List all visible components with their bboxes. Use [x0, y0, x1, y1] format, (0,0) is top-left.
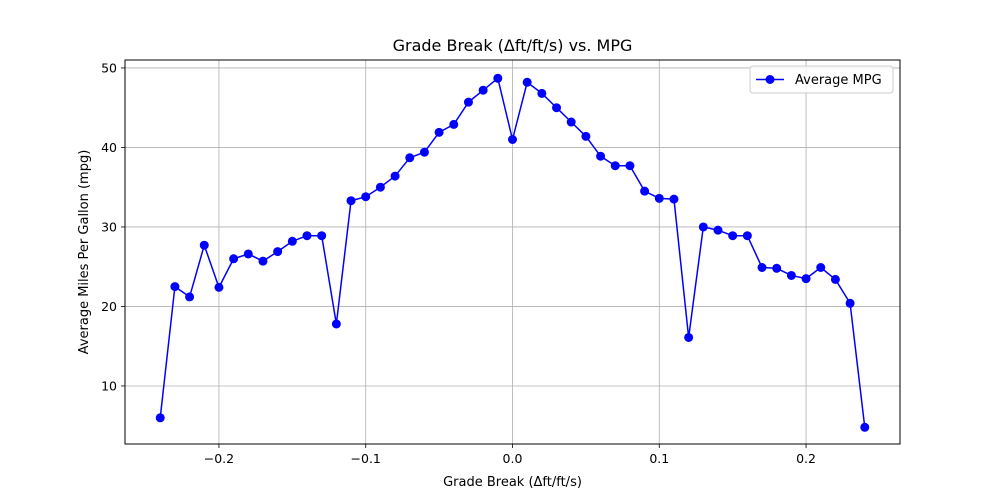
- data-point: [610, 161, 620, 171]
- data-point: [478, 85, 488, 95]
- data-point: [463, 97, 473, 107]
- data-point: [273, 247, 283, 257]
- data-point: [331, 319, 341, 329]
- y-tick-label: 10: [101, 378, 117, 393]
- data-point: [801, 274, 811, 284]
- data-point: [199, 240, 209, 250]
- data-point: [816, 263, 826, 273]
- data-point: [713, 225, 723, 235]
- y-tick-label: 50: [101, 60, 117, 75]
- x-tick-label: 0.2: [796, 451, 816, 466]
- data-point: [684, 332, 694, 342]
- data-point: [243, 249, 253, 259]
- data-point: [625, 161, 635, 171]
- data-point: [258, 256, 268, 266]
- data-point: [434, 127, 444, 137]
- x-tick-label: 0.0: [503, 451, 523, 466]
- data-point: [346, 196, 356, 206]
- data-point: [742, 231, 752, 241]
- data-point: [860, 422, 870, 432]
- data-point: [552, 103, 562, 113]
- y-tick-label: 30: [101, 219, 117, 234]
- plot-area-frame: [124, 59, 901, 445]
- legend-box: [749, 65, 894, 94]
- data-point: [640, 186, 650, 196]
- data-point: [317, 231, 327, 241]
- chart-title: Grade Break (Δft/ft/s) vs. MPG: [393, 36, 633, 55]
- y-tick-label: 20: [101, 299, 117, 314]
- x-axis-label: Grade Break (Δft/ft/s): [443, 475, 582, 490]
- data-point: [229, 254, 239, 264]
- x-tick-label: −0.2: [204, 451, 234, 466]
- data-point: [185, 292, 195, 302]
- data-point: [522, 77, 532, 87]
- data-point: [449, 119, 459, 129]
- data-point: [361, 192, 371, 202]
- data-point: [566, 117, 576, 127]
- data-point: [830, 274, 840, 284]
- data-point: [375, 182, 385, 192]
- x-tick-label: 0.1: [649, 451, 669, 466]
- axis-ticks: −0.2 −0.1 0.0 0.1 0.2 10 20 30 40 50: [101, 60, 816, 466]
- data-point: [419, 147, 429, 157]
- data-point: [845, 298, 855, 308]
- data-point: [596, 151, 606, 161]
- data-point: [728, 231, 738, 241]
- series-average-mpg: [155, 73, 870, 432]
- data-point: [302, 231, 312, 241]
- data-point: [170, 282, 180, 292]
- x-tick-label: −0.1: [351, 451, 381, 466]
- data-point: [786, 270, 796, 280]
- y-axis-label: Average Miles Per Gallon (mpg): [77, 150, 92, 355]
- legend-label: Average MPG: [795, 73, 882, 88]
- data-point: [537, 88, 547, 98]
- data-point: [405, 153, 415, 163]
- data-point: [669, 194, 679, 204]
- data-point: [508, 135, 517, 145]
- grid-lines: [125, 60, 900, 444]
- data-point: [581, 131, 591, 141]
- data-point: [493, 73, 503, 83]
- data-point: [214, 282, 224, 292]
- data-point: [654, 193, 664, 203]
- data-point: [287, 236, 297, 246]
- data-point: [390, 171, 400, 181]
- data-point: [772, 263, 782, 273]
- legend: Average MPG: [749, 65, 894, 94]
- data-point: [698, 222, 708, 232]
- y-tick-label: 40: [101, 140, 117, 155]
- legend-marker: [765, 75, 775, 84]
- data-point: [155, 413, 165, 423]
- data-point: [757, 263, 767, 273]
